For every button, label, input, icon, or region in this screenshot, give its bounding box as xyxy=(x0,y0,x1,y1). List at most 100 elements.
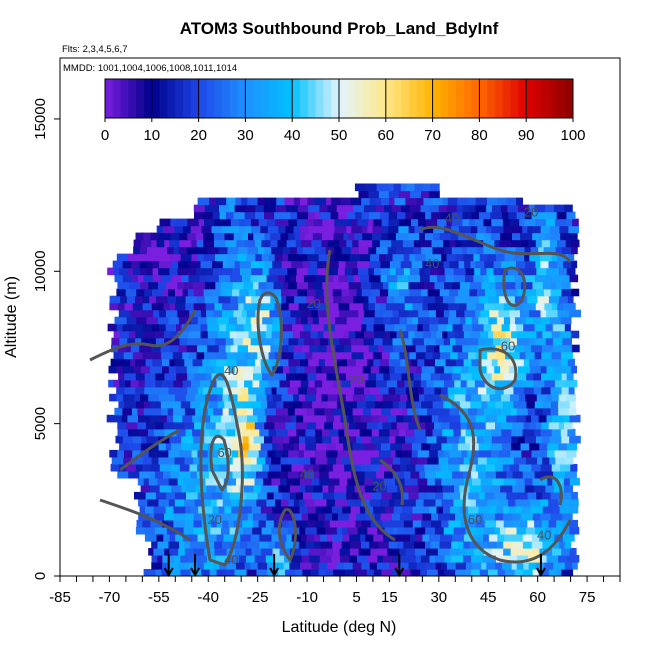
heatmap-cell xyxy=(471,555,483,563)
heatmap-cell xyxy=(135,526,146,535)
heatmap-cell xyxy=(205,302,216,311)
contour-line xyxy=(209,434,230,492)
heatmap-cell xyxy=(509,309,521,318)
heatmap-cell xyxy=(539,442,548,451)
heatmap-cell xyxy=(537,456,543,465)
heatmap-cell xyxy=(418,218,427,227)
heatmap-cell xyxy=(504,358,515,367)
colorbar-segment xyxy=(198,79,207,118)
heatmap-cell xyxy=(391,519,405,528)
heatmap-cell xyxy=(253,281,260,290)
heatmap-cell xyxy=(255,358,262,367)
heatmap-cell xyxy=(373,351,383,360)
heatmap-cell xyxy=(282,491,291,500)
colorbar-segment xyxy=(526,79,535,118)
heatmap-cell xyxy=(513,358,525,367)
heatmap-cell xyxy=(222,407,230,416)
heatmap-cell xyxy=(458,288,470,297)
heatmap-cell xyxy=(116,393,124,402)
heatmap-cell xyxy=(209,569,218,576)
heatmap-cell xyxy=(237,330,250,339)
heatmap-cell xyxy=(336,526,343,535)
heatmap-cell xyxy=(542,491,552,500)
heatmap-cell xyxy=(265,519,275,528)
heatmap-cell xyxy=(570,498,579,507)
heatmap-cell xyxy=(503,372,516,381)
heatmap-cell xyxy=(220,281,234,290)
heatmap-cell xyxy=(236,421,247,430)
heatmap-cell xyxy=(400,463,408,472)
heatmap-cell xyxy=(444,379,455,388)
heatmap-cell xyxy=(479,569,489,576)
heatmap-cell xyxy=(452,344,463,353)
heatmap-cell xyxy=(475,204,487,213)
heatmap-cell xyxy=(264,386,273,395)
heatmap-cell xyxy=(557,239,567,248)
heatmap-cell xyxy=(431,197,444,206)
heatmap-cell xyxy=(117,281,130,290)
heatmap-cell xyxy=(111,456,124,465)
heatmap-cell xyxy=(464,309,476,318)
heatmap-cell xyxy=(422,302,429,311)
heatmap-cell xyxy=(359,470,366,479)
heatmap-cell xyxy=(188,330,202,339)
x-tick-label: 75 xyxy=(579,589,596,606)
heatmap-cell xyxy=(299,330,312,339)
heatmap-cell xyxy=(485,414,498,423)
heatmap-cell xyxy=(518,267,527,276)
heatmap-cell xyxy=(317,330,325,339)
heatmap-cell xyxy=(356,435,362,444)
heatmap-cell xyxy=(268,267,277,276)
heatmap-cell xyxy=(161,379,174,388)
heatmap-cell xyxy=(266,393,274,402)
heatmap-cell xyxy=(564,379,578,388)
heatmap-cell xyxy=(322,218,335,227)
heatmap-cell xyxy=(367,358,374,367)
heatmap-cell xyxy=(466,337,479,346)
heatmap-cell xyxy=(454,295,468,304)
colorbar-tick-label: 70 xyxy=(424,127,441,144)
heatmap-cell xyxy=(503,225,511,234)
heatmap-cell xyxy=(530,246,539,255)
heatmap-cell xyxy=(318,569,327,576)
heatmap-cell xyxy=(281,288,289,297)
heatmap-cell xyxy=(515,372,527,381)
heatmap-cell xyxy=(242,435,250,444)
heatmap-cell xyxy=(287,316,297,325)
heatmap-cell xyxy=(320,541,333,549)
heatmap-cell xyxy=(287,386,299,395)
heatmap-cell xyxy=(206,484,217,493)
heatmap-cell xyxy=(130,379,140,388)
heatmap-cell xyxy=(455,562,467,570)
heatmap-cell xyxy=(251,267,264,276)
colorbar-segment xyxy=(128,79,137,118)
heatmap-cell xyxy=(317,260,323,269)
heatmap-cell xyxy=(135,372,146,381)
heatmap-cell xyxy=(140,484,151,493)
heatmap-cell xyxy=(460,372,473,381)
heatmap-cell xyxy=(142,351,154,360)
heatmap-cell xyxy=(442,505,451,514)
heatmap-cell xyxy=(325,569,334,576)
heatmap-cell xyxy=(246,309,257,318)
heatmap-cell xyxy=(434,365,445,374)
heatmap-cell xyxy=(341,295,354,304)
heatmap-cell xyxy=(218,274,231,283)
heatmap-cell xyxy=(449,512,456,521)
heatmap-cell xyxy=(204,295,213,304)
heatmap-cell xyxy=(545,204,555,213)
heatmap-cell xyxy=(438,204,448,213)
heatmap-cell xyxy=(348,281,362,290)
heatmap-cell xyxy=(551,351,562,360)
heatmap-cell xyxy=(251,548,262,556)
heatmap-cell xyxy=(258,295,271,304)
heatmap-cell xyxy=(139,246,148,255)
heatmap-cell xyxy=(540,225,551,234)
heatmap-cell xyxy=(120,295,128,304)
heatmap-cell xyxy=(335,316,348,325)
heatmap-cell xyxy=(190,316,199,325)
heatmap-cell xyxy=(440,562,448,570)
heatmap-cell xyxy=(503,386,514,395)
heatmap-cell xyxy=(122,365,134,374)
heatmap-cell xyxy=(155,372,165,381)
